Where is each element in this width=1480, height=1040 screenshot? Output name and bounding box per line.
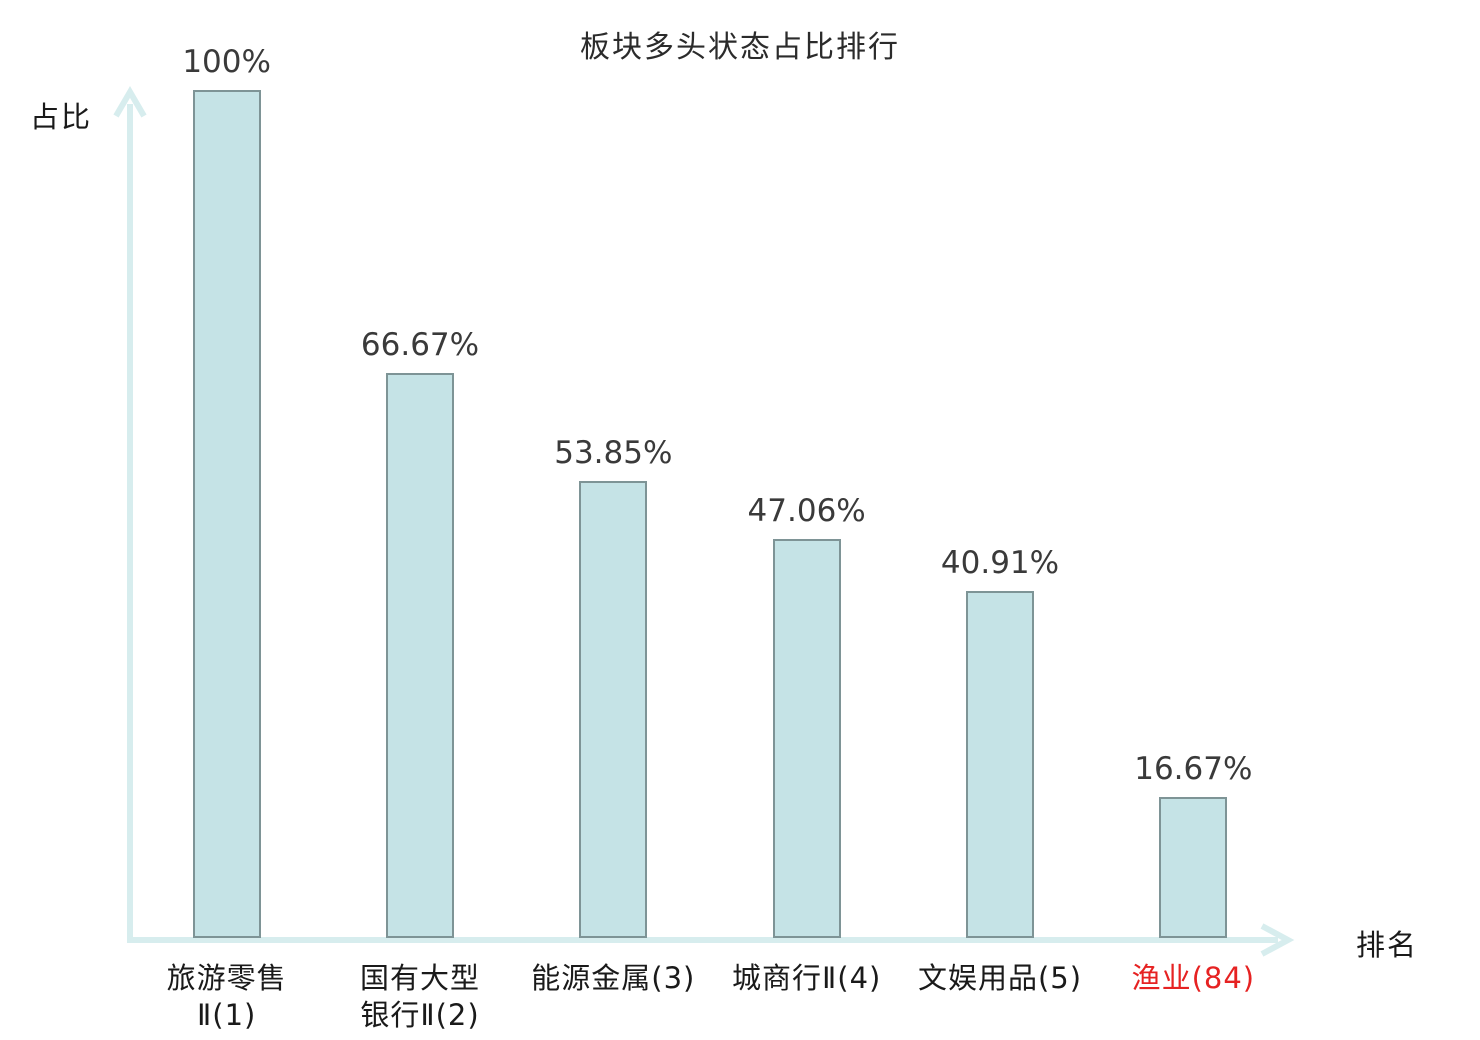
bar [192, 90, 261, 938]
x-axis-arrow-icon [1260, 923, 1295, 957]
chart-title: 板块多头状态占比排行 [580, 30, 900, 65]
y-axis-title: 占比 [30, 100, 93, 134]
bar-value-label: 53.85% [554, 435, 673, 471]
bar-category-label: 国有大型 银行Ⅱ(2) [359, 961, 481, 1033]
bar-value-label: 16.67% [1134, 751, 1253, 787]
bar-value-label: 47.06% [747, 493, 866, 529]
bar-category-label: 旅游零售 Ⅱ(1) [166, 961, 287, 1033]
bar-value-label: 100% [182, 44, 271, 80]
bar-value-label: 40.91% [940, 545, 1060, 581]
y-axis-arrow-icon [113, 86, 147, 118]
bar-value-label: 66.67% [360, 327, 480, 363]
bar-category-label: 城商行Ⅱ(4) [731, 961, 882, 995]
bar-category-label: 能源金属(3) [531, 961, 696, 995]
bar-category-label: 渔业(84) [1131, 961, 1256, 995]
bar-category-label: 文娱用品(5) [917, 961, 1083, 995]
bar [386, 373, 454, 938]
bar [1159, 797, 1228, 938]
bar [966, 591, 1034, 938]
x-axis-title: 排名 [1356, 928, 1419, 962]
bar [579, 481, 648, 938]
bar [772, 539, 841, 938]
